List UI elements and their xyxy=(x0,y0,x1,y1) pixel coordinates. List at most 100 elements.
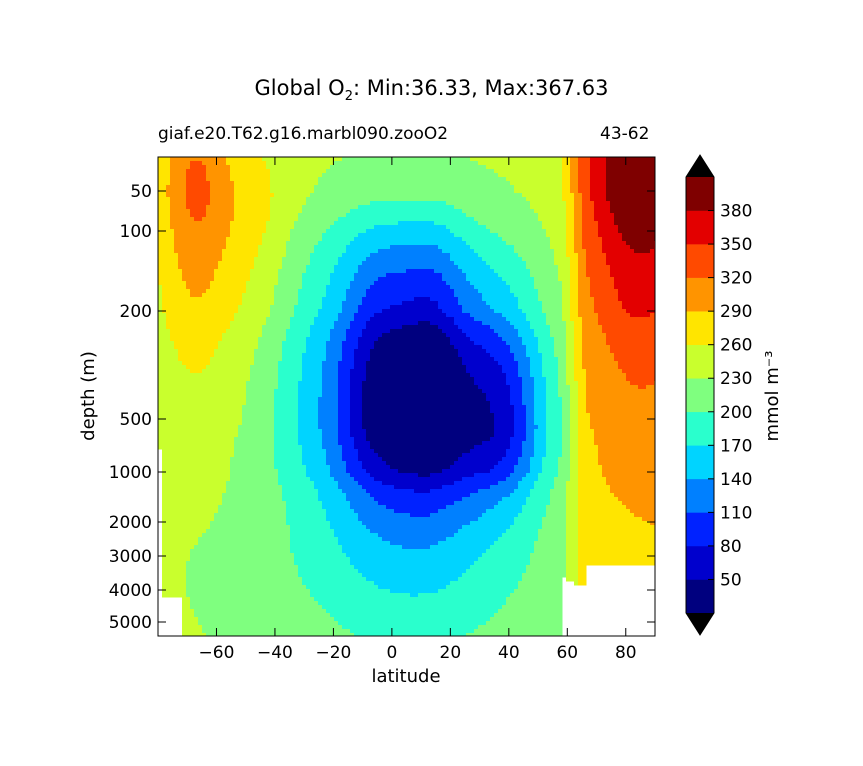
field-cell xyxy=(270,253,275,258)
field-cell xyxy=(326,253,331,258)
field-cell xyxy=(234,297,239,302)
field-cell xyxy=(274,161,279,166)
field-cell xyxy=(646,241,651,246)
field-cell xyxy=(478,305,483,310)
field-cell xyxy=(650,225,655,230)
field-cell xyxy=(514,289,519,294)
field-cell xyxy=(606,281,611,286)
field-cell xyxy=(410,237,415,242)
field-cell xyxy=(362,293,367,298)
field-cell xyxy=(262,173,267,178)
field-cell xyxy=(158,197,163,202)
field-cell xyxy=(618,229,623,234)
field-cell xyxy=(166,185,171,190)
field-cell xyxy=(250,217,255,222)
field-cell xyxy=(394,189,399,194)
field-cell xyxy=(570,237,575,242)
field-cell xyxy=(230,241,235,246)
field-cell xyxy=(366,213,371,218)
field-cell xyxy=(594,313,599,318)
field-cell xyxy=(554,285,559,290)
field-cell xyxy=(186,213,191,218)
field-cell xyxy=(314,181,319,186)
field-cell xyxy=(454,265,459,270)
field-cell xyxy=(170,249,175,254)
field-cell xyxy=(370,213,375,218)
field-cell xyxy=(326,273,331,278)
field-cell xyxy=(650,169,655,174)
field-cell xyxy=(642,213,647,218)
field-cell xyxy=(294,313,299,318)
field-cell xyxy=(338,249,343,254)
field-cell xyxy=(386,177,391,182)
field-cell xyxy=(486,209,491,214)
field-cell xyxy=(566,229,571,234)
field-cell xyxy=(234,161,239,166)
field-cell xyxy=(254,281,259,286)
field-cell xyxy=(638,225,643,230)
field-cell xyxy=(194,181,199,186)
field-cell xyxy=(562,313,567,318)
field-cell xyxy=(610,293,615,298)
field-cell xyxy=(562,213,567,218)
field-cell xyxy=(602,217,607,222)
field-cell xyxy=(370,293,375,298)
field-cell xyxy=(426,277,431,282)
field-cell xyxy=(458,161,463,166)
field-cell xyxy=(462,313,467,318)
field-cell xyxy=(422,177,427,182)
field-cell xyxy=(458,201,463,206)
field-cell xyxy=(226,181,231,186)
field-cell xyxy=(558,217,563,222)
field-cell xyxy=(346,265,351,270)
field-cell xyxy=(274,201,279,206)
field-cell xyxy=(598,165,603,170)
field-cell xyxy=(558,205,563,210)
field-cell xyxy=(590,161,595,166)
field-cell xyxy=(494,265,499,270)
field-cell xyxy=(502,217,507,222)
field-cell xyxy=(498,213,503,218)
field-cell xyxy=(514,261,519,266)
field-cell xyxy=(418,201,423,206)
field-cell xyxy=(366,225,371,230)
field-cell xyxy=(182,249,187,254)
field-cell xyxy=(306,221,311,226)
field-cell xyxy=(166,189,171,194)
field-cell xyxy=(598,185,603,190)
field-cell xyxy=(486,177,491,182)
field-cell xyxy=(182,313,187,318)
field-cell xyxy=(502,253,507,258)
field-cell xyxy=(550,249,555,254)
field-cell xyxy=(338,209,343,214)
field-cell xyxy=(494,289,499,294)
field-cell xyxy=(238,277,243,282)
field-cell xyxy=(486,237,491,242)
field-cell xyxy=(406,313,411,318)
field-cell xyxy=(386,313,391,318)
field-cell xyxy=(546,197,551,202)
field-cell xyxy=(270,197,275,202)
field-cell xyxy=(294,269,299,274)
field-cell xyxy=(530,253,535,258)
field-cell xyxy=(334,157,339,162)
field-cell xyxy=(466,169,471,174)
field-cell xyxy=(582,173,587,178)
field-cell xyxy=(198,169,203,174)
field-cell xyxy=(362,161,367,166)
field-cell xyxy=(314,285,319,290)
field-cell xyxy=(438,225,443,230)
field-cell xyxy=(326,189,331,194)
field-cell xyxy=(194,193,199,198)
field-cell xyxy=(214,305,219,310)
field-cell xyxy=(566,189,571,194)
field-cell xyxy=(190,281,195,286)
field-cell xyxy=(470,225,475,230)
field-cell xyxy=(414,221,419,226)
field-cell xyxy=(278,309,283,314)
field-cell xyxy=(586,257,591,262)
field-cell xyxy=(466,257,471,262)
field-cell xyxy=(174,209,179,214)
field-cell xyxy=(490,169,495,174)
field-cell xyxy=(626,257,631,262)
